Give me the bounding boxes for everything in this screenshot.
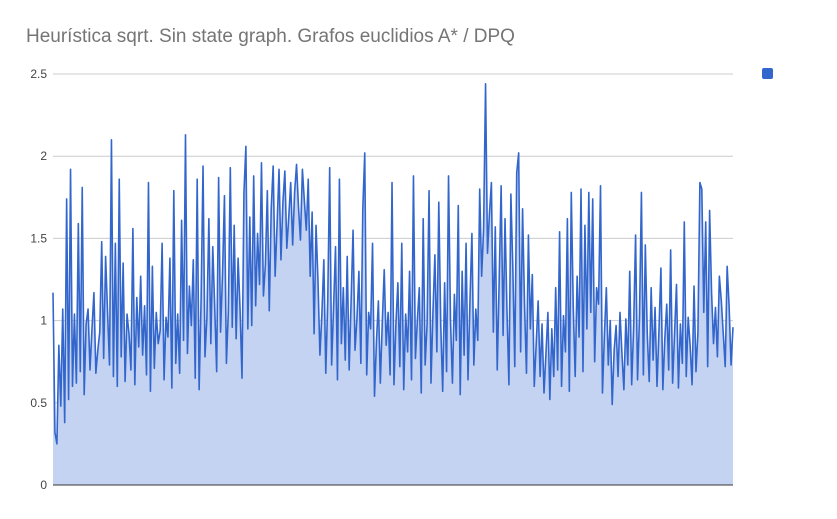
y-tick-label: 1.5 bbox=[30, 231, 47, 245]
y-tick-label: 1 bbox=[40, 314, 47, 328]
y-tick-label: 0.5 bbox=[30, 396, 47, 410]
y-tick-label: 2 bbox=[40, 149, 47, 163]
y-tick-labels: 0 0.5 1 1.5 2 2.5 bbox=[30, 67, 47, 492]
series-line bbox=[52, 83, 734, 445]
chart-title: Heurística sqrt. Sin state graph. Grafos… bbox=[26, 26, 515, 47]
legend-swatch-series bbox=[762, 68, 773, 79]
y-tick-label: 0 bbox=[40, 478, 47, 492]
y-tick-label: 2.5 bbox=[30, 67, 47, 81]
